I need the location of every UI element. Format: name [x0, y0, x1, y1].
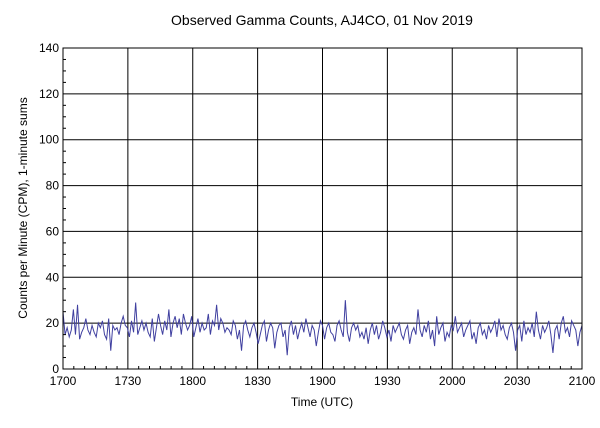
y-tick-label: 100 [39, 133, 59, 147]
grid [63, 48, 582, 369]
y-tick-label: 140 [39, 41, 59, 55]
x-tick-label: 2000 [439, 374, 466, 388]
x-tick-label: 1900 [309, 374, 336, 388]
y-tick-label: 40 [46, 270, 60, 284]
y-tick-label: 80 [46, 179, 60, 193]
x-tick-label: 1830 [244, 374, 271, 388]
y-tick-label: 0 [52, 362, 59, 376]
x-tick-label: 1930 [374, 374, 401, 388]
series-line [62, 300, 583, 356]
x-tick-label: 2030 [504, 374, 531, 388]
y-tick-label: 60 [46, 224, 60, 238]
x-tick-label: 1800 [179, 374, 206, 388]
y-tick-labels: 0 20 40 60 80 100 120 140 [39, 41, 59, 376]
x-tick-label: 2100 [569, 374, 596, 388]
y-tick-label: 120 [39, 87, 59, 101]
y-tick-label: 20 [46, 316, 60, 330]
ticks [63, 58, 572, 369]
chart-title: Observed Gamma Counts, AJ4CO, 01 Nov 201… [171, 12, 473, 28]
y-axis-label: Counts per Minute (CPM), 1-minute sums [16, 97, 30, 318]
x-tick-label: 1700 [50, 374, 77, 388]
x-tick-label: 1730 [115, 374, 142, 388]
x-tick-labels: 1700 1730 1800 1830 1900 1930 2000 2030 2100 [50, 374, 596, 388]
x-axis-label: Time (UTC) [291, 395, 353, 409]
